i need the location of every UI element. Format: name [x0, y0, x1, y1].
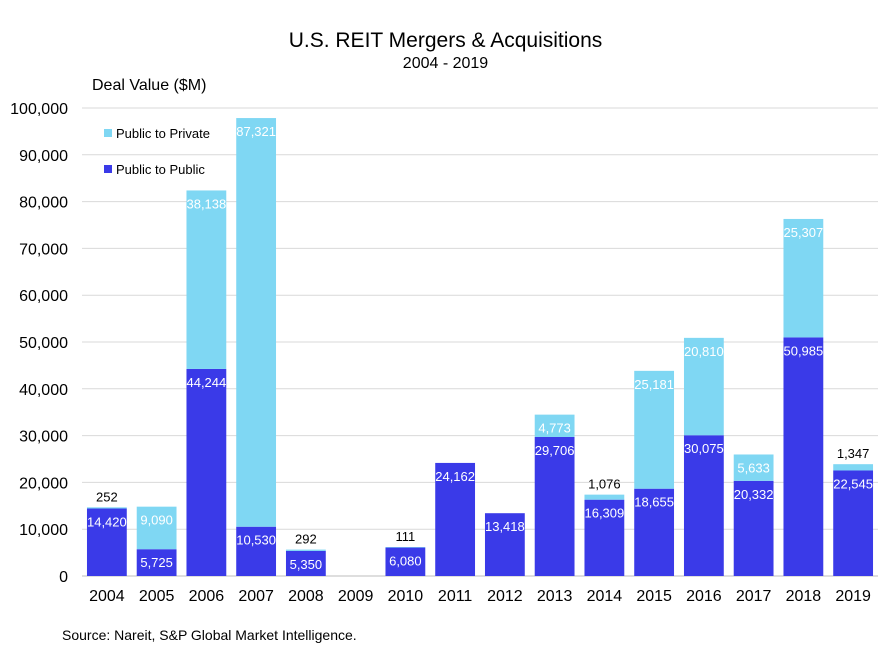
data-label-public-to-public: 20,332	[734, 487, 774, 502]
bar-public-to-private	[733, 454, 774, 481]
bar-public-to-private	[534, 414, 575, 437]
y-tick-label: 0	[59, 569, 68, 586]
bar-public-to-public	[634, 488, 675, 576]
data-label-public-to-public: 50,985	[783, 343, 823, 358]
x-tick-label: 2013	[537, 588, 573, 605]
bar-public-to-public	[385, 547, 426, 576]
bar-public-to-public	[236, 526, 277, 576]
data-label-public-to-public: 24,162	[435, 469, 475, 484]
data-label-public-to-private: 1,076	[588, 477, 621, 492]
bar-public-to-private	[683, 337, 724, 436]
bar-public-to-public	[833, 470, 874, 576]
bar-public-to-public	[86, 508, 127, 576]
bar-public-to-public	[285, 550, 326, 576]
y-tick-label: 80,000	[19, 195, 68, 212]
legend-label: Public to Public	[116, 162, 205, 177]
data-label-public-to-public: 16,309	[584, 506, 624, 521]
y-tick-label: 100,000	[10, 101, 68, 118]
legend-swatch	[104, 129, 112, 137]
data-label-public-to-private: 1,347	[837, 446, 870, 461]
legend-label: Public to Private	[116, 126, 210, 141]
y-tick-label: 40,000	[19, 382, 68, 399]
x-tick-label: 2004	[89, 588, 125, 605]
chart-title: U.S. REIT Mergers & Acquisitions	[288, 29, 603, 52]
data-label-public-to-private: 25,181	[634, 377, 674, 392]
legend: Public to Private Public to Public	[104, 126, 210, 177]
data-label-public-to-public: 29,706	[535, 443, 575, 458]
x-tick-label: 2015	[636, 588, 672, 605]
x-tick-label: 2014	[587, 588, 623, 605]
data-label-public-to-public: 18,655	[634, 495, 674, 510]
bar-public-to-private	[833, 464, 874, 471]
bar-public-to-private	[86, 507, 127, 509]
bar-public-to-private	[584, 494, 625, 500]
bar-public-to-public	[435, 462, 476, 576]
x-tick-label: 2008	[288, 588, 324, 605]
data-label-public-to-private: 292	[295, 532, 317, 547]
bar-public-to-public	[186, 368, 227, 576]
bar-public-to-public	[683, 435, 724, 576]
bar-public-to-private	[285, 549, 326, 551]
bar-public-to-private	[136, 506, 177, 550]
y-tick-label: 10,000	[19, 522, 68, 539]
x-tick-label: 2011	[438, 588, 473, 605]
x-tick-label: 2010	[388, 588, 424, 605]
data-label-public-to-public: 5,725	[140, 555, 173, 570]
data-label-public-to-public: 14,420	[87, 515, 127, 530]
data-label-public-to-private: 87,321	[236, 124, 276, 139]
data-label-public-to-private: 252	[96, 489, 118, 504]
x-tick-label: 2018	[786, 588, 822, 605]
x-tick-label: 2016	[686, 588, 722, 605]
x-tick-label: 2007	[238, 588, 274, 605]
data-label-public-to-public: 13,418	[485, 519, 525, 534]
legend-swatch	[104, 165, 112, 173]
data-label-public-to-private: 25,307	[783, 225, 823, 240]
y-tick-label: 20,000	[19, 475, 68, 492]
x-tick-label: 2019	[835, 588, 871, 605]
bar-public-to-private	[783, 218, 824, 338]
bar-public-to-public	[136, 549, 177, 576]
data-label-public-to-private: 111	[395, 529, 415, 544]
data-label-public-to-private: 20,810	[684, 344, 724, 359]
y-tick-label: 60,000	[19, 288, 68, 305]
x-tick-label: 2012	[487, 588, 523, 605]
x-tick-label: 2005	[139, 588, 175, 605]
data-label-public-to-public: 6,080	[389, 554, 422, 569]
y-tick-label: 70,000	[19, 241, 68, 258]
bar-public-to-public	[484, 513, 525, 576]
bar-public-to-public	[584, 499, 625, 576]
x-tick-label: 2009	[338, 588, 374, 605]
bar-public-to-private	[186, 190, 227, 369]
data-label-public-to-public: 5,350	[290, 557, 323, 572]
bar-public-to-private	[634, 370, 675, 489]
x-tick-label: 2006	[189, 588, 225, 605]
x-axis-ticks: 2004 2005 2006 2007 2008 2009 2010 2011 2012 2013…	[89, 588, 871, 605]
data-label-public-to-public: 10,530	[236, 533, 276, 548]
x-tick-label: 2017	[736, 588, 772, 605]
data-label-public-to-private: 5,633	[737, 460, 770, 475]
chart-subtitle: 2004 - 2019	[402, 55, 489, 72]
data-label-public-to-public: 44,244	[186, 375, 226, 390]
y-tick-label: 30,000	[19, 429, 68, 446]
y-tick-label: 90,000	[19, 148, 68, 165]
data-label-public-to-private: 38,138	[186, 196, 226, 211]
bar-public-to-public	[783, 337, 824, 576]
y-axis-ticks: 0 10,000 20,000 30,000 40,000 50,000 60,000 70,…	[10, 101, 68, 586]
bar-public-to-private	[236, 118, 277, 527]
bars: 14,420 252 5,725 9,090 44,244 38,138 10,530 87,…	[86, 118, 874, 576]
bar-public-to-public	[534, 436, 575, 576]
data-label-public-to-private: 4,773	[538, 421, 571, 436]
y-axis-label: Deal Value ($M)	[92, 77, 207, 94]
data-label-public-to-private: 9,090	[140, 513, 173, 528]
y-tick-label: 50,000	[19, 335, 68, 352]
data-label-public-to-public: 22,545	[833, 476, 873, 491]
data-label-public-to-public: 30,075	[684, 441, 724, 456]
bar-public-to-public	[733, 480, 774, 576]
bar-public-to-private	[385, 547, 426, 548]
source-note: Source: Nareit, S&P Global Market Intell…	[62, 627, 357, 643]
